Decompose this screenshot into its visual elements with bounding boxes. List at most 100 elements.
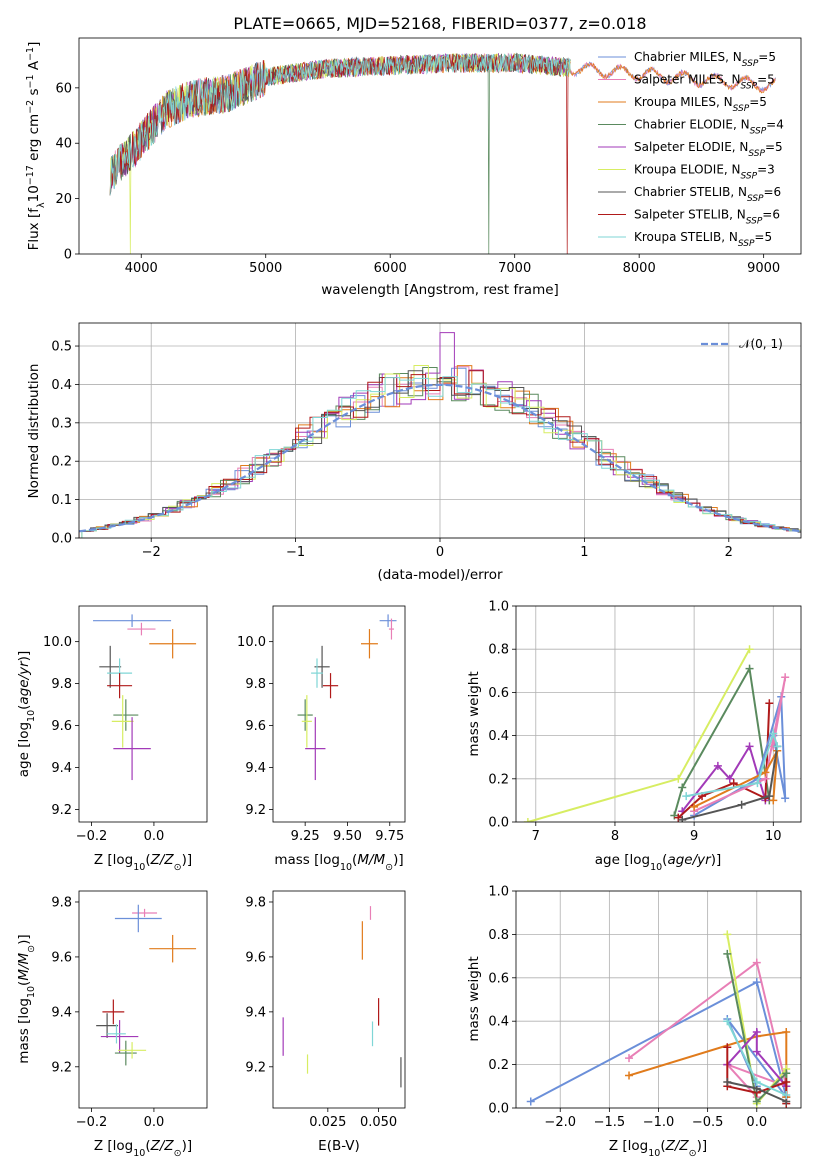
x-tick-label: −0.5 (692, 1115, 724, 1130)
x-tick-label: 0.0 (144, 829, 165, 844)
x-tick-label: 8000 (623, 261, 656, 276)
data-point-marker (723, 1077, 732, 1086)
data-point-marker (769, 796, 778, 805)
y-tick-label: 10.0 (43, 635, 72, 650)
mass-vs-extinction-panel: 0.025 0.050 9.2 9.4 9.6 9.8 E(B-V) (245, 890, 406, 1154)
legend-entry: Kroupa STELIB, NSSP=5 (634, 230, 772, 249)
y-tick-label: 9.4 (51, 761, 72, 776)
legend-entry: Chabrier STELIB, NSSP=6 (634, 185, 781, 204)
x-tick-label: 0.050 (360, 1115, 397, 1130)
histogram-steps (79, 370, 801, 533)
y-tick-label: 9.4 (51, 1005, 72, 1020)
y-tick-label: 9.8 (51, 895, 72, 910)
y-tick-label: 0.8 (488, 928, 509, 943)
x-tick-label: 1 (580, 545, 588, 560)
data-point-marker (723, 1043, 732, 1052)
plot-area (526, 930, 791, 1108)
x-tick-label: −2.0 (544, 1115, 576, 1130)
spectrum-panel: 4000 5000 6000 7000 8000 9000 0 20 40 60 wavelengt… (25, 37, 802, 298)
plot-area (282, 906, 402, 1088)
y-tick-label: 0.4 (51, 378, 72, 393)
spectrum-line (109, 52, 571, 254)
y-tick-label: 9.2 (51, 803, 72, 818)
axes-frame (515, 605, 802, 823)
data-point-marker (725, 774, 734, 783)
axes-frame (272, 605, 406, 823)
legend-entry: Kroupa MILES, NSSP=5 (634, 95, 767, 114)
mass-weight-line (693, 696, 787, 817)
y-tick-label: 9.8 (245, 895, 266, 910)
x-tick-label: 0.0 (144, 1115, 165, 1130)
histogram-steps (81, 365, 801, 538)
data-point-marker (782, 1028, 791, 1037)
x-axis-label: Z [log10(Z/Z⊙)] (94, 852, 192, 873)
y-tick-label: 1.0 (488, 885, 509, 900)
y-tick-label: 9.6 (245, 719, 266, 734)
y-tick-label: 40 (55, 137, 72, 152)
histogram-steps (79, 370, 801, 538)
y-tick-label: 0.1 (51, 493, 72, 508)
data-point-marker (674, 774, 683, 783)
y-tick-label: 0.6 (488, 971, 509, 986)
y-tick-label: 9.8 (245, 677, 266, 692)
y-tick-label: 0.8 (488, 643, 509, 658)
mass-weight-vs-metallicity-panel: −2.0 −1.5 −1.0 −0.5 0.0 0.0 0.2 0.4 0.6 0.8 1.0 Z [… (466, 885, 802, 1159)
legend-entry: 𝒩(0, 1) (739, 337, 783, 351)
x-tick-label: 10 (765, 829, 782, 844)
mass-weight-line (686, 730, 779, 798)
data-point-marker (723, 930, 732, 939)
y-tick-label: 0.4 (488, 1015, 509, 1030)
data-point-marker (761, 768, 770, 777)
data-point-marker (523, 818, 532, 822)
x-axis-label: E(B-V) (318, 1138, 360, 1154)
normal-curve (79, 383, 801, 533)
y-tick-label: 9.6 (51, 719, 72, 734)
age-vs-metallicity-panel: −0.2 0.0 9.2 9.4 9.6 9.8 10.0 Z [log10(Z/Z⊙)] ag… (16, 605, 208, 873)
y-axis-label: mass [log10(M/M⊙)] (16, 934, 37, 1063)
mass-weight-line (693, 750, 779, 808)
data-point-marker (752, 1097, 761, 1106)
x-tick-label: 0 (436, 545, 444, 560)
x-tick-label: 9000 (747, 261, 780, 276)
mass-weight-line (693, 677, 787, 813)
x-tick-label: 9 (690, 829, 698, 844)
y-tick-label: 10.0 (237, 635, 266, 650)
y-tick-label: 0.2 (488, 1058, 509, 1073)
data-point-marker (752, 978, 761, 987)
spectrum-line (109, 53, 571, 254)
x-tick-label: 9.75 (375, 829, 404, 844)
x-axis-label: Z [log10(Z/Z⊙)] (609, 1138, 707, 1159)
data-point-marker (782, 1069, 791, 1078)
y-tick-label: 20 (55, 192, 72, 207)
x-tick-label: 0.025 (309, 1115, 346, 1130)
x-tick-label: 8 (611, 829, 619, 844)
y-axis-label: mass weight (466, 671, 482, 756)
x-tick-label: 2 (725, 545, 733, 560)
y-tick-label: 9.2 (245, 1060, 266, 1075)
data-point-marker (782, 1077, 791, 1086)
data-point-marker (729, 779, 738, 788)
plot-area (93, 614, 197, 781)
data-point-marker (682, 792, 691, 801)
figure-title: PLATE=0665, MJD=52168, FIBERID=0377, z=0… (233, 14, 646, 33)
spectrum-line (109, 52, 571, 196)
data-point-marker (723, 949, 732, 958)
data-point-marker (765, 792, 774, 801)
histogram-steps (79, 367, 801, 532)
spectrum-line (109, 53, 571, 254)
x-tick-label: 9.25 (291, 829, 320, 844)
data-point-marker (752, 1077, 761, 1086)
residual-histogram-panel: −2 −1 0 1 2 0.0 0.1 0.2 0.3 0.4 0.5 𝒩(0, 1) (data-mo… (26, 322, 802, 583)
data-point-marker (769, 729, 778, 738)
y-tick-label: 0.6 (488, 686, 509, 701)
data-point-marker (752, 1028, 761, 1037)
y-tick-label: 9.2 (245, 803, 266, 818)
x-axis-label: (data-model)/error (377, 567, 503, 583)
y-tick-label: 0.0 (488, 816, 509, 831)
data-point-marker (713, 761, 722, 770)
legend-entry: Chabrier ELODIE, NSSP=4 (634, 118, 784, 137)
axes-frame (78, 322, 802, 539)
data-point-marker (745, 742, 754, 751)
y-tick-label: 0 (64, 248, 72, 263)
histogram-steps (81, 365, 801, 538)
